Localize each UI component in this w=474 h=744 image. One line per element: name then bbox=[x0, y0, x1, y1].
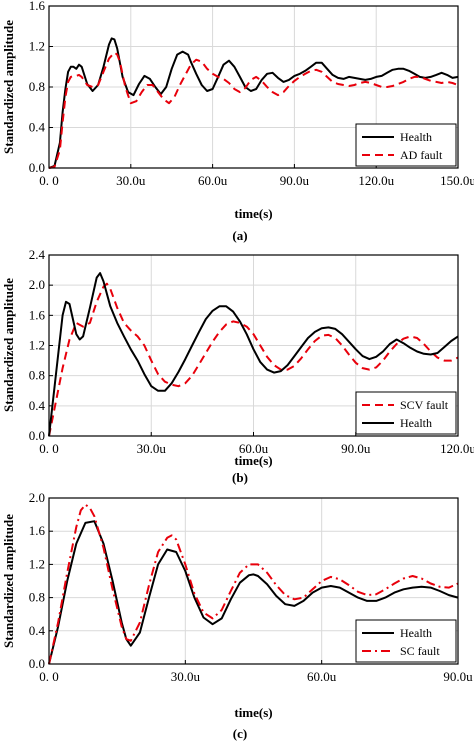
panel-caption: (b) bbox=[232, 470, 248, 485]
x-tick-label: 90.0u bbox=[443, 669, 473, 684]
x-tick-label: 0. 0 bbox=[39, 669, 59, 684]
y-axis-label: Standardized amplitude bbox=[1, 20, 16, 154]
y-tick-label: 0.0 bbox=[29, 160, 45, 175]
y-tick-label: 1.2 bbox=[29, 338, 45, 353]
y-tick-label: 1.6 bbox=[29, 307, 46, 322]
y-tick-label: 1.6 bbox=[29, 0, 46, 13]
legend-label: SC fault bbox=[400, 644, 440, 658]
legend-box bbox=[355, 619, 457, 663]
chart-panel-3: 0. 0 30.0u 60.0u 90.0u 0.0 0.4 0.8 1.2 1.6 2.0 tim… bbox=[1, 490, 473, 741]
series-line-sc-fault bbox=[48, 503, 459, 665]
x-tick-label: 0. 0 bbox=[39, 173, 59, 188]
y-tick-label: 0.8 bbox=[29, 79, 45, 94]
y-tick-label: 2.0 bbox=[29, 490, 45, 505]
series-line-health bbox=[48, 37, 459, 169]
series-line-health bbox=[48, 272, 459, 437]
y-axis-label: Standardized amplitude bbox=[1, 278, 16, 412]
y-tick-label: 0.0 bbox=[29, 656, 45, 671]
y-tick-label: 0.8 bbox=[29, 590, 45, 605]
legend-label: Health bbox=[400, 626, 432, 640]
y-axis-label: Standardized amplitude bbox=[1, 514, 16, 648]
legend: SCV fault Health bbox=[355, 391, 457, 435]
x-tick-label: 60.0u bbox=[198, 173, 228, 188]
legend: Health AD fault bbox=[355, 123, 457, 167]
series-line-health bbox=[48, 520, 459, 665]
legend-label: AD fault bbox=[400, 148, 443, 162]
y-tick-label: 0.4 bbox=[29, 120, 46, 135]
y-tick-label: 1.6 bbox=[29, 523, 46, 538]
y-tick-label: 0.4 bbox=[29, 398, 46, 413]
x-tick-label: 0. 0 bbox=[39, 441, 59, 456]
x-tick-label: 30.0u bbox=[171, 669, 201, 684]
plot-frame bbox=[48, 497, 459, 665]
series-line-scv-fault bbox=[48, 282, 459, 437]
y-tick-label: 1.2 bbox=[29, 39, 45, 54]
panel-caption: (a) bbox=[232, 228, 247, 243]
panel-caption: (c) bbox=[233, 726, 247, 741]
x-tick-label: 60.0u bbox=[239, 441, 269, 456]
chart-panel-1: 0. 0 30.0u 60.0u 90.0u 120.0u 150.0u 0.0 0.4 0.8… bbox=[1, 0, 474, 243]
x-tick-label: 120.0u bbox=[440, 441, 474, 456]
y-tick-label: 0.0 bbox=[29, 428, 45, 443]
x-tick-label: 90.0u bbox=[280, 173, 310, 188]
x-tick-label: 60.0u bbox=[307, 669, 337, 684]
x-tick-label: 30.0u bbox=[137, 441, 167, 456]
x-axis-label: time(s) bbox=[234, 705, 272, 720]
series-line-ad-fault bbox=[48, 51, 459, 169]
legend-label: Health bbox=[400, 416, 432, 430]
legend-box bbox=[355, 123, 457, 167]
legend: Health SC fault bbox=[355, 619, 457, 663]
y-tick-label: 1.2 bbox=[29, 556, 45, 571]
legend-label: Health bbox=[400, 130, 432, 144]
legend-label: SCV fault bbox=[400, 398, 449, 412]
x-tick-label: 30.0u bbox=[116, 173, 146, 188]
y-tick-label: 2.4 bbox=[29, 247, 46, 262]
x-tick-label: 150.0u bbox=[440, 173, 474, 188]
x-axis-label: time(s) bbox=[234, 206, 272, 221]
legend-box bbox=[355, 391, 457, 435]
chart-panel-2: 0. 0 30.0u 60.0u 90.0u 120.0u 0.0 0.4 0.8 1.2 1.6… bbox=[1, 247, 474, 485]
y-tick-label: 2.0 bbox=[29, 277, 45, 292]
y-tick-label: 0.4 bbox=[29, 623, 46, 638]
x-axis-label: time(s) bbox=[234, 453, 272, 468]
y-tick-label: 0.8 bbox=[29, 368, 45, 383]
x-tick-label: 120.0u bbox=[358, 173, 394, 188]
x-tick-label: 90.0u bbox=[341, 441, 371, 456]
